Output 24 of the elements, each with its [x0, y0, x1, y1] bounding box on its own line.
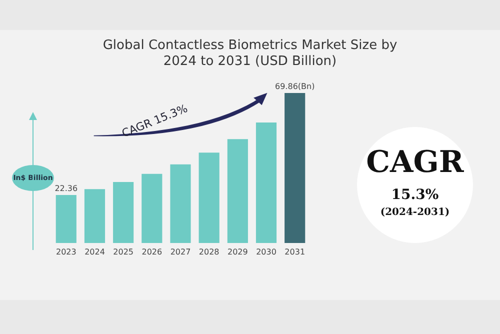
- bar: [84, 189, 106, 243]
- chart-title: Global Contactless Biometrics Market Size by 2024 to 2031 (USD Billion): [102, 38, 398, 70]
- text: (2024-2031): [379, 207, 451, 218]
- data-label: 69.86(Bn): [275, 82, 315, 91]
- bar: [170, 164, 191, 243]
- bar: [56, 194, 76, 243]
- x-tick-label: 2026: [142, 248, 162, 256]
- x-tick-label: 2029: [227, 248, 248, 256]
- text: CAGR: [365, 145, 465, 180]
- bar: [256, 122, 277, 243]
- data-label: 22.36: [54, 184, 78, 193]
- x-tick-label: 2030: [256, 248, 276, 256]
- x-tick-label: 2031: [284, 248, 306, 256]
- bar: [198, 152, 220, 243]
- x-tick-label: 2023: [56, 248, 76, 256]
- bar: [227, 139, 248, 243]
- x-tick-label: 2025: [113, 248, 134, 256]
- x-tick-label: 2024: [84, 248, 105, 256]
- bar: [142, 174, 162, 243]
- x-tick-label: 2028: [198, 248, 220, 256]
- bar: [113, 182, 134, 243]
- bar: [284, 93, 306, 243]
- x-tick-label: 2027: [170, 248, 191, 256]
- text: 15.3%: [390, 187, 440, 203]
